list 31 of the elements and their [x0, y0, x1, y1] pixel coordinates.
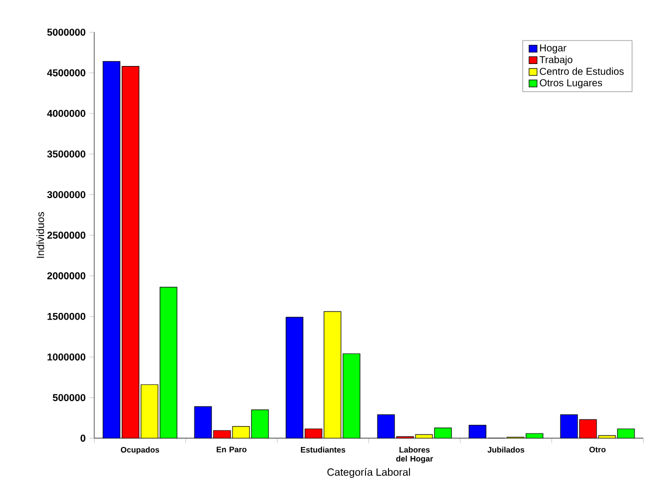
bar [434, 428, 452, 438]
legend-label: Centro de Estudios [540, 68, 624, 75]
legend-label: Trabajo [540, 56, 572, 66]
y-tick-label: 3000000 [47, 191, 86, 198]
y-tick-label: 3500000 [47, 150, 86, 158]
y-tick-label: 4500000 [47, 69, 86, 76]
bar [560, 414, 578, 438]
bar [122, 66, 140, 438]
bar [342, 353, 360, 438]
bar [160, 286, 178, 438]
y-tick-label: 2500000 [47, 232, 86, 239]
legend-label: Otros Lugares [540, 79, 602, 88]
y-tick-label: 2000000 [47, 272, 86, 280]
x-axis-title: Categoría Laboral [327, 468, 410, 478]
bar [469, 425, 486, 438]
bar [286, 316, 304, 438]
bar [377, 414, 395, 438]
bar [251, 409, 269, 438]
bar [194, 406, 212, 438]
y-tick-label: 0 [80, 434, 86, 442]
y-axis-title: Individuos [36, 212, 44, 258]
bar [617, 428, 635, 438]
y-tick-label: 1500000 [48, 312, 86, 320]
bar [305, 428, 322, 438]
y-tick-label: 5000000 [47, 28, 86, 36]
bar [102, 61, 120, 438]
y-tick-label: 4000000 [47, 110, 86, 117]
legend-label: Hogar [540, 44, 566, 54]
y-tick-label: 1000000 [48, 353, 86, 361]
bar [579, 419, 597, 438]
y-tick-label: 500000 [52, 394, 86, 402]
